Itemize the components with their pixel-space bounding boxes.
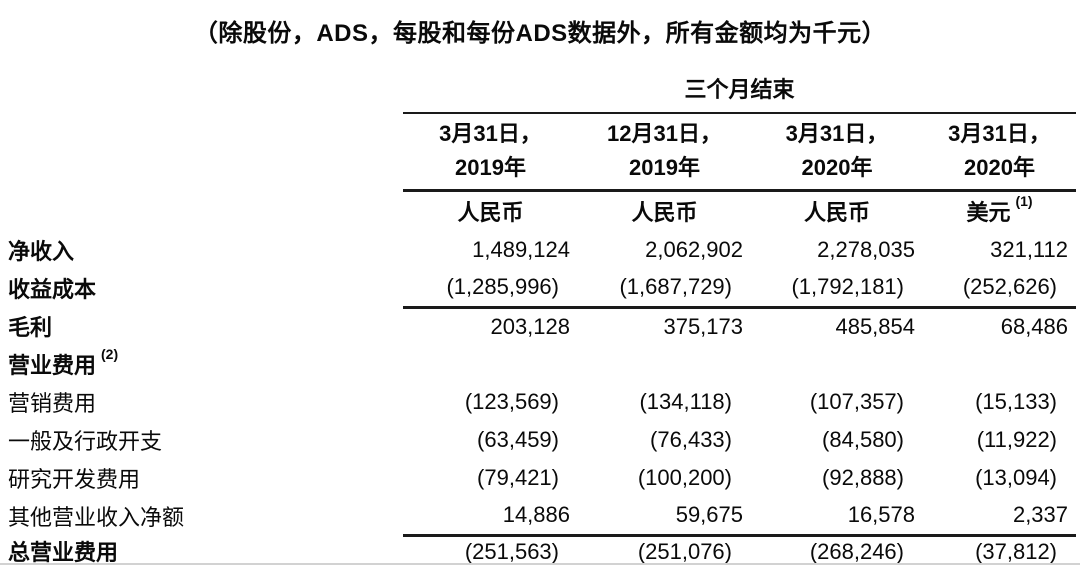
row-label: 总营业费用: [0, 535, 403, 565]
currency-header: 人民币: [751, 190, 923, 231]
currency-label: 人民币: [803, 200, 870, 226]
cell-value: [923, 345, 1076, 383]
currency-header-row: 人民币 人民币 人民币 美元 (1): [0, 190, 1076, 231]
cell-value: (1,792,181): [751, 269, 923, 309]
cell-value: [578, 345, 751, 383]
cell-value: (252,626): [923, 269, 1077, 309]
date-line-2: 2019年: [629, 155, 700, 181]
table-row: 一般及行政开支 (63,459) (76,433) (84,580) (11,922): [0, 421, 1076, 459]
bottom-divider: [0, 563, 1080, 565]
cell-value: (251,563): [464, 538, 559, 564]
row-label: 收益成本: [0, 269, 403, 307]
cell-value: (100,200): [637, 465, 732, 490]
column-date-header: 3月31日， 2020年: [923, 113, 1077, 192]
cell-value: (15,133): [975, 389, 1058, 414]
currency-note-superscript: (1): [1015, 193, 1033, 210]
column-date-header: 3月31日， 2019年: [403, 113, 578, 192]
date-line-1: 3月31日，: [439, 121, 542, 147]
row-label-text: 总营业费用: [8, 540, 119, 565]
cell-value: (251,076): [637, 538, 732, 564]
row-label-text: 其他营业收入净额: [8, 505, 185, 530]
cell-value: (123,569): [464, 389, 559, 414]
row-label: 其他营业收入净额: [0, 497, 403, 535]
period-header: 三个月结束: [403, 70, 1077, 114]
row-label: 净收入: [0, 231, 403, 269]
table-row: 收益成本 (1,285,996) (1,687,729) (1,792,181) (25…: [0, 269, 1077, 309]
cell-value: 2,337: [923, 497, 1077, 537]
row-label-text: 收益成本: [8, 277, 97, 302]
cell-value: 203,128: [490, 313, 570, 339]
spacer-cell: [0, 70, 403, 113]
cell-value: 485,854: [835, 313, 915, 339]
period-header-row: 三个月结束: [0, 70, 1077, 114]
spacer-cell: [0, 190, 403, 231]
date-line-1: 3月31日，: [785, 121, 889, 147]
date-line-2: 2020年: [801, 155, 873, 181]
cell-value: (37,812): [975, 538, 1058, 564]
currency-label: 人民币: [457, 200, 524, 226]
table-row: 净收入 1,489,124 2,062,902 2,278,035 321,112: [0, 231, 1076, 269]
cell-value: (1,687,729): [578, 269, 751, 309]
date-line-1: 12月31日，: [607, 121, 722, 147]
currency-label: 美元: [966, 200, 1011, 226]
date-line-2: 2020年: [964, 155, 1035, 181]
cell-value: (79,421): [477, 465, 559, 490]
cell-value: (84,580): [822, 427, 904, 452]
currency-header: 人民币: [578, 190, 751, 231]
income-statement-table: 三个月结束 3月31日， 2019年 12月31日， 2019年 3月31日， 2020年…: [0, 70, 1077, 565]
date-header-row: 3月31日， 2019年 12月31日， 2019年 3月31日， 2020年 3月31日，…: [0, 113, 1077, 192]
currency-header: 人民币: [403, 190, 578, 231]
currency-label: 人民币: [631, 200, 698, 226]
column-date-header: 3月31日， 2020年: [751, 113, 923, 192]
label-note-superscript: (2): [101, 346, 119, 362]
cell-value: (107,357): [809, 389, 904, 414]
cell-value: (134,118): [639, 389, 732, 414]
row-label-text: 研究开发费用: [8, 467, 141, 492]
table-row: 研究开发费用 (79,421) (100,200) (92,888) (13,094): [0, 459, 1076, 497]
row-label: 毛利: [0, 307, 403, 345]
table-row: 其他营业收入净额 14,886 59,675 16,578 2,337: [0, 497, 1077, 537]
spacer-cell: [0, 113, 403, 190]
column-date-header: 12月31日， 2019年: [578, 113, 751, 192]
cell-value: (13,094): [975, 465, 1058, 490]
cell-value: (92,888): [822, 465, 904, 490]
table-row: 营业费用 (2): [0, 345, 1076, 383]
cell-value: 16,578: [751, 497, 923, 537]
cell-value: (63,459): [477, 427, 559, 452]
table-row: 毛利 203,128 375,173 485,854 68,486: [0, 307, 1076, 345]
row-label: 研究开发费用: [0, 459, 403, 497]
cell-value: (11,922): [976, 427, 1058, 452]
cell-value: (268,246): [809, 538, 904, 564]
row-label-text: 毛利: [8, 315, 53, 340]
row-label: 营销费用: [0, 383, 403, 421]
date-line-2: 2019年: [455, 155, 526, 181]
cell-value: [751, 345, 923, 383]
row-label-text: 营销费用: [8, 391, 97, 416]
cell-value: (1,285,996): [403, 269, 578, 309]
cell-value: 14,886: [403, 497, 578, 537]
currency-header: 美元 (1): [923, 190, 1076, 231]
page-title: （除股份，ADS，每股和每份ADS数据外，所有金额均为千元）: [193, 20, 887, 47]
cell-value: (76,433): [650, 427, 732, 452]
cell-value: [403, 345, 578, 383]
cell-value: 2,278,035: [817, 237, 915, 262]
table-row: 总营业费用 (251,563) (251,076) (268,246) (37,812): [0, 535, 1076, 565]
row-label-text: 营业费用: [8, 353, 97, 378]
row-label: 一般及行政开支: [0, 421, 403, 459]
cell-value: 321,112: [990, 237, 1069, 262]
row-label: 营业费用 (2): [0, 345, 403, 383]
row-label-text: 一般及行政开支: [8, 429, 163, 454]
cell-value: 375,173: [663, 313, 743, 339]
cell-value: 1,489,124: [472, 237, 570, 262]
table-row: 营销费用 (123,569) (134,118) (107,357) (15,133): [0, 383, 1076, 421]
date-line-1: 3月31日，: [948, 121, 1051, 147]
cell-value: 2,062,902: [645, 237, 743, 262]
cell-value: 68,486: [1000, 313, 1069, 339]
row-label-text: 净收入: [8, 239, 75, 264]
cell-value: 59,675: [578, 497, 751, 537]
